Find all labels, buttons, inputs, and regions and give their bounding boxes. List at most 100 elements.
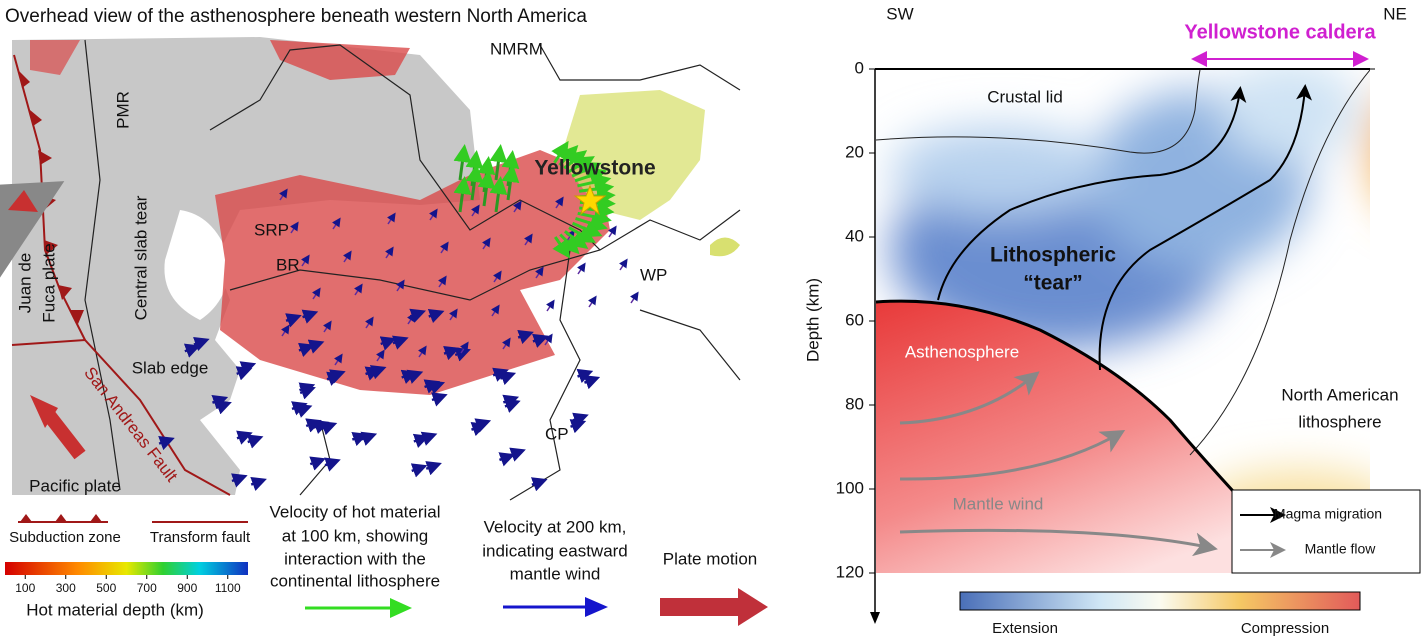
legend-label: Magma migration bbox=[1274, 506, 1382, 522]
depth-tick-label: 40 bbox=[845, 226, 864, 245]
region-label: Crustal lid bbox=[987, 87, 1063, 106]
wind-arrow bbox=[512, 200, 522, 213]
map-label: PMR bbox=[113, 91, 132, 129]
axis-label: Depth (km) bbox=[803, 278, 822, 362]
wind-arrow bbox=[311, 287, 321, 300]
map-label: Yellowstone bbox=[534, 157, 655, 180]
wind-arrow bbox=[406, 312, 416, 325]
hot-arrow bbox=[501, 164, 520, 201]
legend-label: Transform fault bbox=[150, 529, 251, 546]
hot-arrow bbox=[489, 144, 508, 181]
transform-fault bbox=[11, 338, 231, 496]
legend-label: Subduction zone bbox=[9, 529, 121, 546]
wind-arrow bbox=[569, 419, 587, 434]
wind-arrow bbox=[576, 368, 594, 384]
wind-arrow bbox=[300, 254, 310, 267]
wind-arrow bbox=[470, 204, 480, 217]
region-label: North American bbox=[1281, 385, 1398, 404]
wind-arrow bbox=[285, 313, 302, 328]
hot-arrow bbox=[477, 170, 496, 207]
colorbar-label: Compression bbox=[1241, 620, 1329, 637]
wind-arrow bbox=[239, 361, 257, 376]
wind-arrow bbox=[459, 341, 469, 354]
slab-tear bbox=[164, 210, 230, 320]
map-label: WP bbox=[640, 265, 667, 284]
hot-arrow bbox=[571, 162, 602, 179]
wind-arrow bbox=[428, 208, 438, 221]
wind-arrow bbox=[431, 392, 448, 407]
wind-arrow bbox=[423, 379, 441, 394]
colorbar-label: Hot material depth (km) bbox=[26, 600, 204, 619]
cross-section: 0 20 40 60 80 100 120 bbox=[836, 51, 1421, 624]
depth-tick-label: 80 bbox=[845, 394, 864, 413]
depth-axis-arrow bbox=[870, 612, 880, 624]
region-label: Lithospheric bbox=[990, 244, 1116, 267]
wind-arrow bbox=[481, 237, 491, 250]
legend-label: Velocity at 200 km, bbox=[484, 517, 627, 536]
map-label: Pacific plate bbox=[29, 476, 121, 495]
hot-arrow bbox=[552, 236, 571, 259]
depth-tick-label: 100 bbox=[836, 478, 864, 497]
wind-arrow bbox=[509, 447, 526, 462]
map-label: SRP bbox=[254, 220, 289, 239]
wind-arrow bbox=[530, 477, 548, 492]
legend-label: interaction with the bbox=[284, 549, 426, 568]
wind-arrow bbox=[607, 225, 617, 238]
map-label: BR bbox=[276, 255, 300, 274]
wind-arrow bbox=[395, 279, 405, 292]
hot-material bbox=[215, 150, 610, 395]
colorbar bbox=[5, 562, 248, 575]
wind-arrow bbox=[353, 283, 363, 296]
wind-arrow bbox=[502, 394, 520, 409]
slab bbox=[12, 37, 480, 495]
wind-arrow bbox=[490, 304, 500, 317]
map-label: CP bbox=[545, 424, 569, 443]
wind-arrow bbox=[517, 329, 534, 345]
depth-tick-label: 0 bbox=[855, 58, 864, 77]
wind-arrow bbox=[504, 398, 521, 413]
wind-arrow bbox=[492, 270, 502, 283]
legend-label: at 100 km, showing bbox=[282, 526, 428, 545]
hot-arrow bbox=[465, 164, 484, 201]
left-legend: Subduction zone Transform fault Hot mate… bbox=[5, 502, 768, 626]
wind-arrow bbox=[360, 431, 378, 446]
wind-arrow bbox=[443, 346, 460, 361]
wind-arrow bbox=[531, 333, 549, 348]
map bbox=[0, 37, 741, 501]
depth-tick-label: 60 bbox=[845, 310, 864, 329]
wind-arrow bbox=[554, 196, 564, 209]
legend-label: Mantle flow bbox=[1305, 541, 1377, 557]
red-arrow bbox=[660, 598, 740, 616]
wind-arrow bbox=[291, 401, 308, 416]
colorbar-tick-label: 100 bbox=[15, 581, 35, 595]
map-label: NMRM bbox=[490, 39, 543, 58]
legend-box bbox=[1231, 489, 1421, 574]
wind-arrow bbox=[342, 250, 352, 263]
green-arrow bbox=[390, 598, 412, 618]
wind-arrow bbox=[492, 367, 509, 382]
subduction-symbol bbox=[20, 514, 102, 522]
map-label: Slab edge bbox=[132, 358, 209, 377]
wind-arrow bbox=[587, 295, 597, 308]
region-label: “tear” bbox=[1023, 272, 1083, 295]
wind-arrow bbox=[474, 418, 492, 433]
wind-arrow bbox=[375, 349, 385, 362]
hot-material-shallow bbox=[710, 237, 740, 257]
legend-label: continental lithosphere bbox=[270, 571, 440, 590]
wind-arrow bbox=[629, 291, 639, 304]
panel-title: Overhead view of the asthenosphere benea… bbox=[5, 6, 587, 27]
wind-arrow bbox=[420, 431, 438, 446]
wind-arrow bbox=[250, 476, 267, 492]
wind-arrow bbox=[326, 371, 343, 386]
wind-arrow bbox=[364, 316, 374, 329]
region-label: Mantle wind bbox=[953, 494, 1044, 513]
legend-label: Velocity of hot material bbox=[269, 502, 440, 521]
wind-arrow bbox=[437, 275, 447, 288]
region-label: Asthenosphere bbox=[905, 342, 1019, 361]
wind-arrow bbox=[379, 336, 397, 351]
wind-arrow bbox=[583, 375, 601, 390]
legend-label: Plate motion bbox=[663, 549, 758, 568]
plate-arrow-head bbox=[30, 395, 58, 428]
wind-arrow bbox=[543, 333, 553, 346]
